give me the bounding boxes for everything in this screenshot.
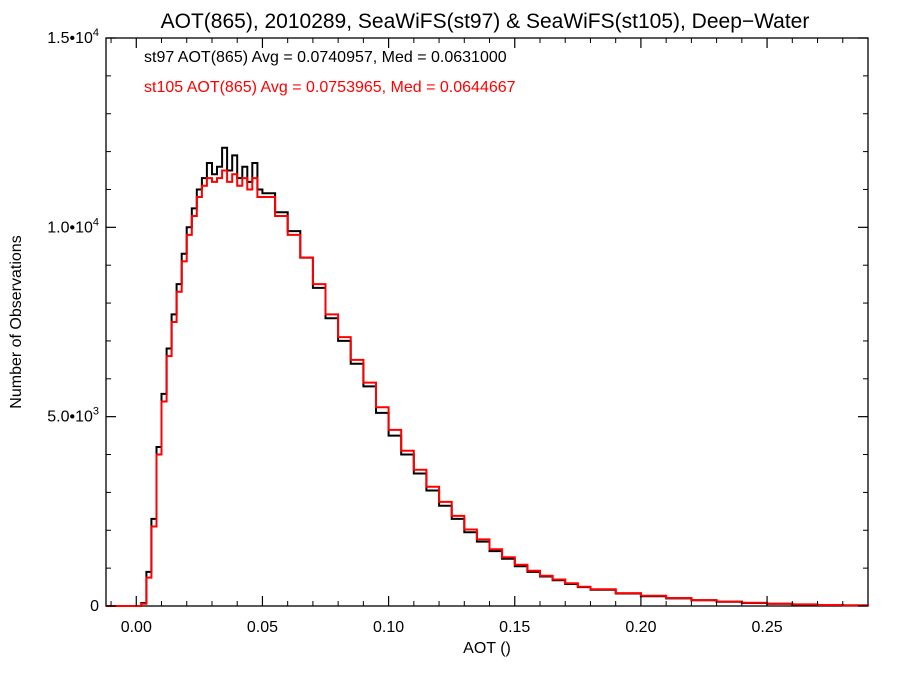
series-layer <box>106 146 869 607</box>
x-tick-label: 0.10 <box>373 619 404 636</box>
axis-ticks: 0.00 0.05 0.10 0.15 0.20 0.25 0 5.0•103 1.0•104 1… <box>47 27 868 636</box>
x-tick-label: 0.25 <box>752 619 783 636</box>
y-tick-label: 1.5•104 <box>47 27 99 47</box>
y-tick-label: 0 <box>90 598 99 615</box>
x-tick-label: 0.20 <box>625 619 656 636</box>
x-tick-label: 0.05 <box>247 619 278 636</box>
series-st105-line <box>106 169 869 607</box>
x-tick-label: 0.00 <box>121 619 152 636</box>
x-tick-label: 0.15 <box>499 619 530 636</box>
series-st97-line <box>106 146 869 607</box>
annotation-st97: st97 AOT(865) Avg = 0.0740957, Med = 0.0… <box>144 49 507 66</box>
annotation-st105: st105 AOT(865) Avg = 0.0753965, Med = 0.… <box>144 79 516 96</box>
y-tick-label: 5.0•103 <box>47 406 99 426</box>
chart-title: AOT(865), 2010289, SeaWiFS(st97) & SeaWi… <box>161 10 810 33</box>
y-axis-label: Number of Observations <box>8 235 25 408</box>
y-tick-label: 1.0•104 <box>47 216 99 236</box>
plot-frame <box>105 37 869 607</box>
x-axis-label: AOT () <box>463 640 511 657</box>
